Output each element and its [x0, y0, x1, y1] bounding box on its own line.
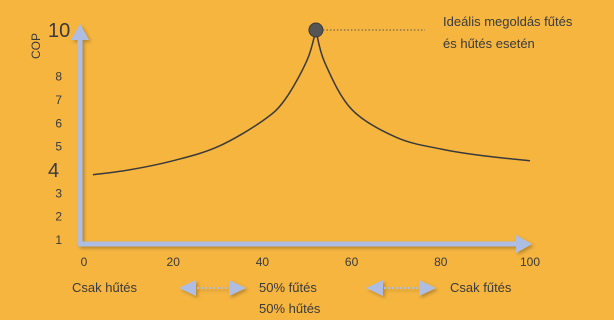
x-tick-label: 20	[167, 255, 181, 269]
cop-curve	[92, 27, 531, 176]
x-tick-label: 60	[345, 255, 359, 269]
ideal-point	[308, 22, 324, 38]
bottom-label-heating-only: Csak fűtés	[450, 280, 512, 295]
y-tick-labels: 1 2 3 4 5 6 7 8 10	[48, 20, 70, 247]
bottom-label-half-cooling: 50% hűtés	[259, 301, 321, 316]
double-arrow-right	[366, 280, 436, 296]
x-tick-label: 80	[434, 255, 448, 269]
y-tick-label: 6	[55, 116, 62, 130]
y-tick-label: 8	[55, 70, 62, 84]
x-tick-label: 100	[520, 255, 540, 269]
bottom-label-half-heating: 50% fűtés	[259, 280, 317, 295]
y-tick-label: 5	[55, 140, 62, 154]
axes	[71, 24, 532, 253]
y-axis-title: COP	[29, 33, 43, 59]
y-tick-label: 10	[48, 20, 70, 42]
x-axis-arrow	[516, 235, 532, 253]
y-tick-label: 2	[55, 210, 62, 224]
y-tick-label: 7	[55, 93, 62, 107]
x-tick-label: 40	[256, 255, 270, 269]
double-arrow-left	[179, 280, 246, 296]
bottom-label-cooling-only: Csak hűtés	[72, 280, 138, 295]
x-tick-label: 0	[81, 255, 88, 269]
y-axis-arrow	[71, 24, 89, 40]
annotation-line1: Ideális megoldás fűtés	[443, 14, 573, 29]
y-tick-label: 1	[55, 233, 62, 247]
x-tick-labels: 0 20 40 60 80 100	[81, 255, 541, 269]
y-tick-label: 4	[48, 160, 59, 182]
y-tick-label: 3	[55, 186, 62, 200]
annotation-line2: és hűtés esetén	[443, 36, 535, 51]
